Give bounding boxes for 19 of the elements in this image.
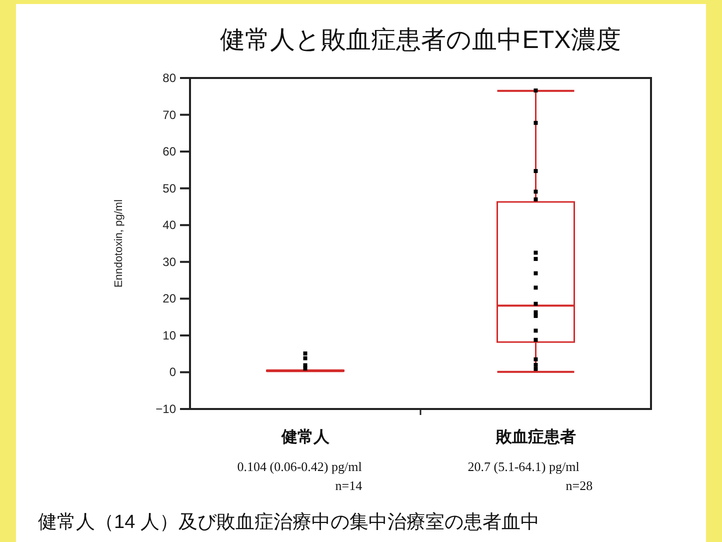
x-tick-label: 健常人 — [280, 428, 330, 446]
y-axis-title: Enndotoxin, pg/ml — [113, 199, 125, 288]
text: 0.104 (0.06-0.42) pg/ml — [237, 459, 362, 474]
y-tick-label: 50 — [162, 181, 176, 196]
y-tick-label: 10 — [162, 328, 176, 342]
y-tick-label: 40 — [162, 218, 176, 232]
text: 健常人（14 人）及び敗血症治療中の集中治療室の患者血中 — [38, 511, 540, 533]
y-tick-label: 70 — [162, 108, 176, 122]
text: n=14 — [335, 478, 363, 493]
text: 20.7 (5.1-64.1) pg/ml — [468, 459, 580, 474]
text: n=28 — [566, 478, 593, 493]
y-tick-label: 80 — [162, 71, 176, 85]
y-tick-label: 20 — [162, 292, 176, 306]
y-tick-label: 0 — [169, 365, 176, 380]
y-tick-label: 60 — [162, 144, 176, 159]
y-tick-label: 30 — [162, 254, 176, 269]
chart-title: 健常人と敗血症患者の血中ETX濃度 — [220, 26, 621, 54]
y-tick-label: −10 — [156, 402, 176, 416]
x-tick-label: 敗血症患者 — [494, 428, 576, 446]
